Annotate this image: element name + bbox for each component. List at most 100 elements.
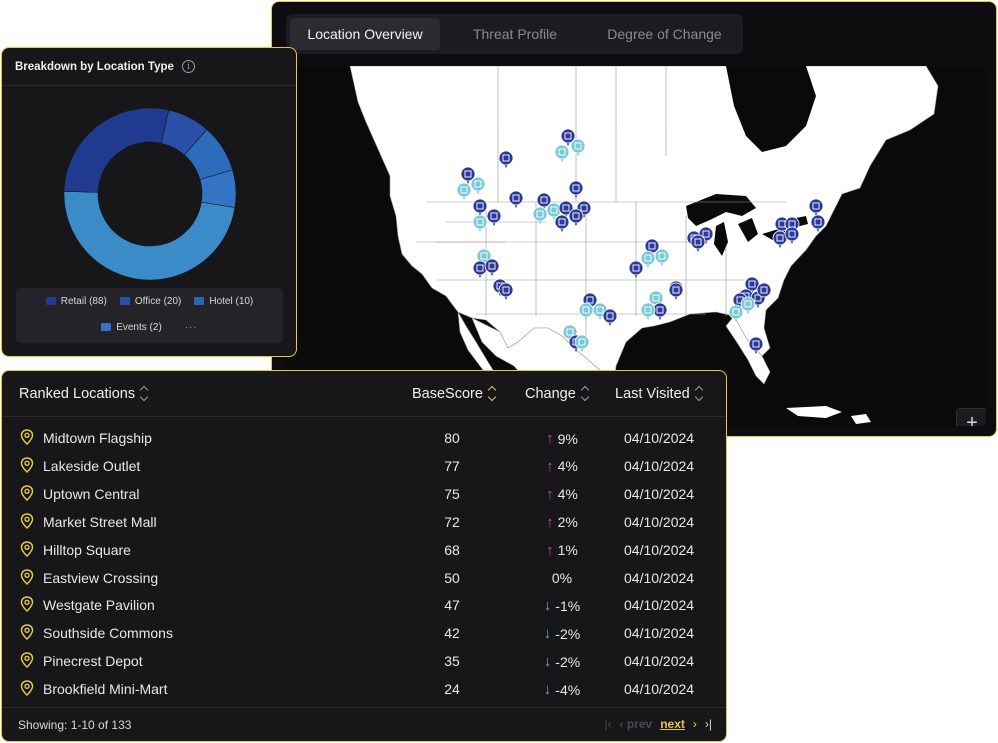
location-marker[interactable]	[808, 198, 824, 216]
location-marker[interactable]	[740, 296, 756, 314]
table-row[interactable]: Brookfield Mini-Mart 24 ↓ -4% 04/10/2024	[2, 675, 726, 703]
location-marker[interactable]	[628, 260, 644, 278]
location-marker[interactable]	[668, 282, 684, 300]
location-marker[interactable]	[654, 248, 670, 266]
table-row[interactable]: Pinecrest Depot 35 ↓ -2% 04/10/2024	[2, 647, 726, 675]
location-pin-icon	[20, 485, 34, 501]
tab-location-overview[interactable]: Location Overview	[290, 18, 440, 50]
location-marker[interactable]	[472, 260, 488, 278]
info-icon[interactable]: i	[181, 60, 195, 73]
location-map[interactable]: ravel + −	[286, 66, 986, 426]
location-marker[interactable]	[498, 150, 514, 168]
location-marker[interactable]	[554, 144, 570, 162]
location-name[interactable]: Brookfield Mini-Mart	[43, 681, 168, 698]
last-page-icon[interactable]: ›|	[704, 717, 712, 731]
location-marker[interactable]	[554, 214, 570, 232]
donut-chart[interactable]	[62, 106, 238, 282]
location-marker[interactable]	[784, 226, 800, 244]
change-value: ↑ 4%	[522, 486, 602, 503]
panel-header: Breakdown by Location Type i	[2, 48, 296, 86]
donut-slice[interactable]	[63, 190, 236, 281]
arrow-up-icon: ↑	[546, 430, 554, 447]
more-icon[interactable]: ···	[184, 321, 198, 333]
location-marker[interactable]	[748, 336, 764, 354]
table-row[interactable]: Market Street Mall 72 ↑ 2% 04/10/2024	[2, 508, 726, 536]
showing-count: Showing: 1-10 of 133	[18, 718, 132, 732]
location-marker[interactable]	[810, 214, 826, 232]
location-name[interactable]: Market Street Mall	[43, 513, 157, 530]
location-marker[interactable]	[640, 302, 656, 320]
table-row[interactable]: Uptown Central 75 ↑ 4% 04/10/2024	[2, 480, 726, 508]
location-name[interactable]: Midtown Flagship	[43, 430, 152, 446]
location-name[interactable]: Southside Commons	[43, 625, 173, 642]
sort-icon[interactable]	[580, 385, 590, 402]
tab-threat-profile[interactable]: Threat Profile	[472, 26, 558, 42]
location-marker[interactable]	[640, 250, 656, 268]
table-row[interactable]: Midtown Flagship 80 ↑ 9% 04/10/2024	[2, 424, 726, 452]
location-marker[interactable]	[568, 180, 584, 198]
legend-item-events[interactable]: Events (2)	[101, 322, 162, 333]
location-marker[interactable]	[470, 176, 486, 194]
header-label: Last Visited	[615, 385, 690, 402]
legend-item-hotel[interactable]: Hotel (10)	[194, 296, 253, 307]
location-name[interactable]: Eastview Crossing	[43, 569, 159, 586]
first-page-icon[interactable]: |‹	[604, 717, 612, 731]
table-row[interactable]: Southside Commons 42 ↓ -2% 04/10/2024	[2, 619, 726, 647]
location-marker[interactable]	[568, 208, 584, 226]
ranked-locations-table: Ranked Locations BaseScore Change Last V…	[1, 370, 727, 742]
location-name[interactable]: Westgate Pavilion	[43, 597, 155, 614]
chevron-right-icon[interactable]: ›	[692, 717, 697, 731]
location-marker[interactable]	[744, 276, 760, 294]
location-marker[interactable]	[472, 198, 488, 216]
location-marker[interactable]	[532, 206, 548, 224]
legend-item-office[interactable]: Office (20)	[119, 296, 181, 307]
header-ranked-locations[interactable]: Ranked Locations	[19, 385, 149, 402]
arrow-down-icon: ↓	[543, 597, 552, 615]
location-marker[interactable]	[472, 214, 488, 232]
donut-slice[interactable]	[199, 169, 237, 208]
location-pin-icon	[20, 457, 34, 473]
location-marker[interactable]	[460, 166, 476, 184]
location-name[interactable]: Lakeside Outlet	[43, 457, 141, 474]
donut-slice[interactable]	[63, 107, 170, 193]
table-row[interactable]: Lakeside Outlet 77 ↑ 4% 04/10/2024	[2, 452, 726, 480]
location-marker[interactable]	[498, 282, 514, 300]
sort-icon[interactable]	[139, 385, 149, 402]
change-percent: 9%	[557, 430, 578, 447]
location-marker[interactable]	[728, 304, 744, 322]
table-row[interactable]: Eastview Crossing 50 0% 04/10/2024	[2, 564, 726, 592]
header-basescore[interactable]: BaseScore	[412, 385, 497, 402]
caribbean	[786, 406, 871, 424]
location-marker[interactable]	[536, 192, 552, 210]
header-change[interactable]: Change	[525, 385, 590, 402]
header-last-visited[interactable]: Last Visited	[615, 385, 703, 402]
legend-item-retail[interactable]: Retail (88)	[45, 296, 107, 307]
location-name[interactable]: Uptown Central	[43, 485, 140, 502]
location-marker[interactable]	[574, 334, 590, 352]
location-marker[interactable]	[558, 200, 574, 218]
table-row[interactable]: Hilltop Square 68 ↑ 1% 04/10/2024	[2, 536, 726, 564]
north-america-map	[349, 66, 939, 426]
location-marker[interactable]	[484, 258, 500, 276]
zoom-in-button[interactable]: +	[966, 411, 978, 426]
location-marker[interactable]	[456, 182, 472, 200]
location-marker[interactable]	[648, 290, 664, 308]
location-marker[interactable]	[508, 190, 524, 208]
legend-label: Hotel (10)	[209, 295, 254, 307]
location-marker[interactable]	[690, 234, 706, 252]
location-marker[interactable]	[570, 138, 586, 156]
location-marker[interactable]	[602, 308, 618, 326]
change-value: ↓ -1%	[522, 597, 602, 614]
location-marker[interactable]	[560, 128, 576, 146]
sort-icon[interactable]	[694, 385, 703, 402]
location-marker[interactable]	[486, 208, 502, 226]
table-row[interactable]: Westgate Pavilion 47 ↓ -1% 04/10/2024	[2, 591, 726, 619]
tab-degree-of-change[interactable]: Degree of Change	[607, 26, 722, 42]
next-page-button[interactable]: next	[660, 717, 685, 731]
sort-icon[interactable]	[487, 385, 497, 402]
prev-page-button[interactable]: ‹ prev	[619, 717, 653, 731]
location-marker[interactable]	[578, 302, 594, 320]
location-marker[interactable]	[756, 282, 772, 300]
location-name[interactable]: Pinecrest Depot	[43, 653, 143, 670]
location-name[interactable]: Hilltop Square	[43, 541, 131, 558]
